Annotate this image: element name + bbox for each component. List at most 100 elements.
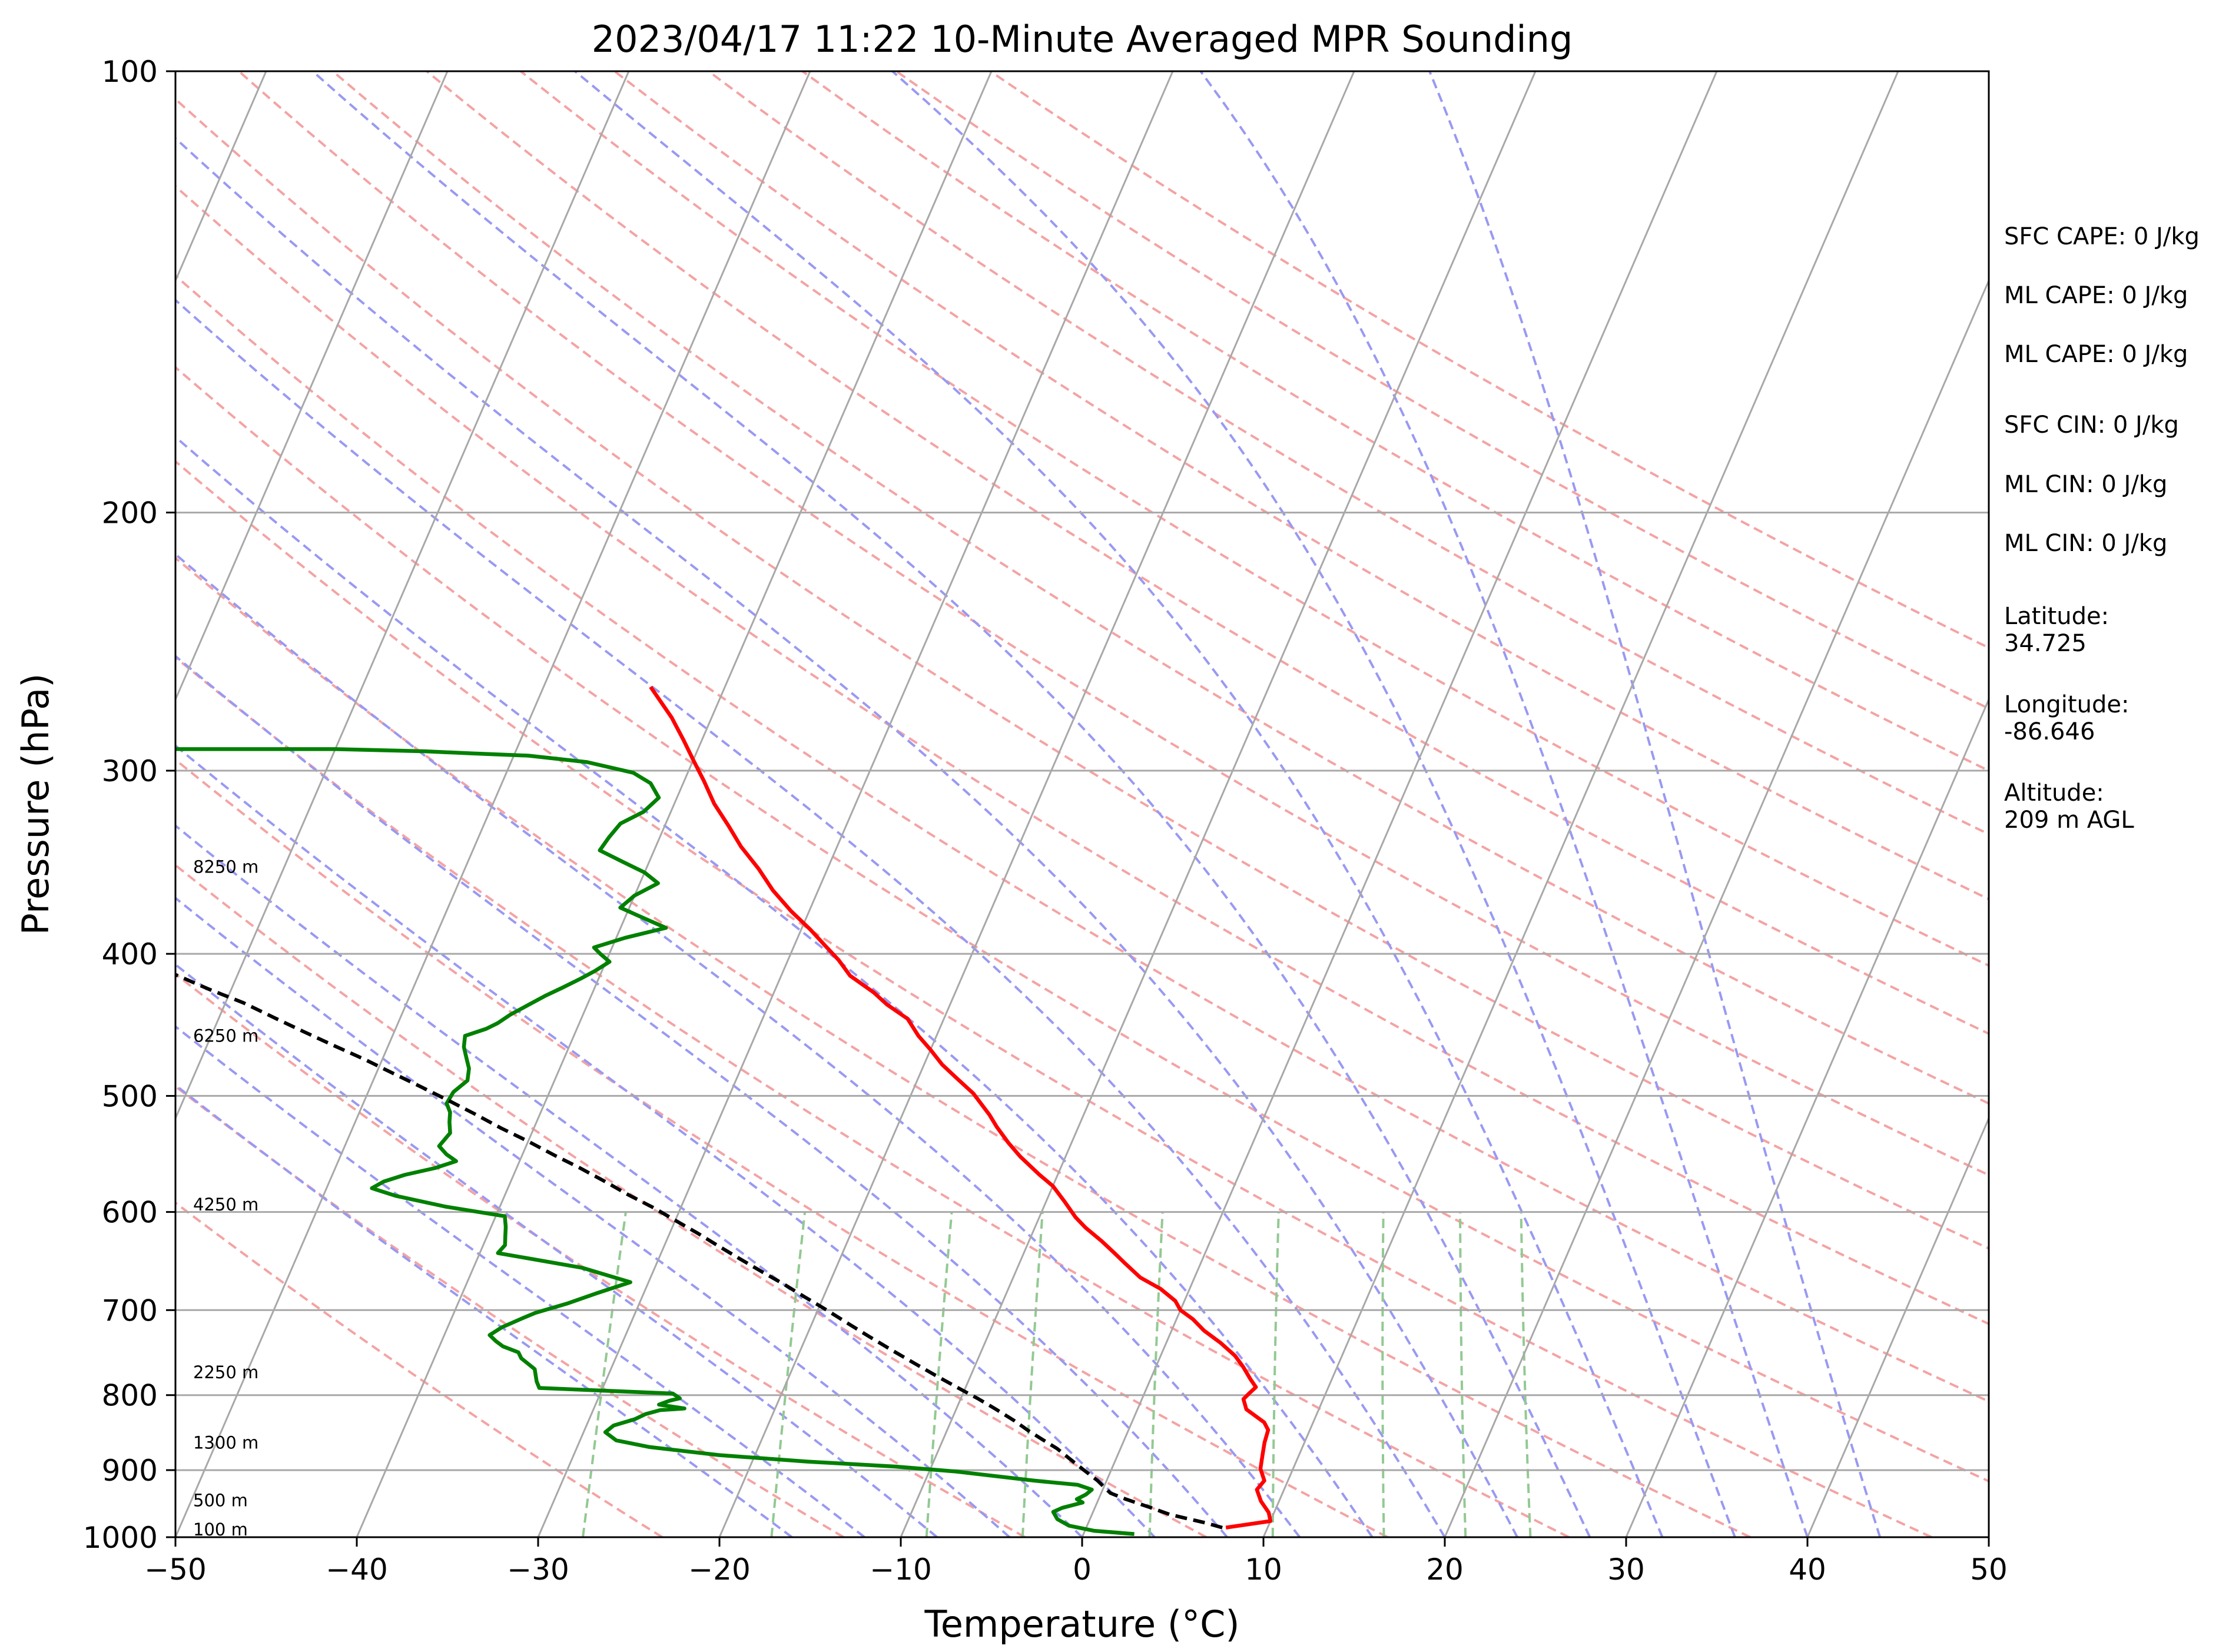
- height-label: 100 m: [193, 1520, 248, 1540]
- x-tick-label: 50: [1970, 1553, 2008, 1587]
- latitude-label: Latitude:: [2004, 603, 2109, 630]
- x-tick-label: −30: [507, 1553, 569, 1587]
- moist-adiabat: [311, 71, 1591, 1537]
- x-tick-label: 10: [1245, 1553, 1282, 1587]
- moist-adiabat: [175, 824, 1083, 1537]
- moist-adiabat: [175, 137, 1518, 1537]
- isotherm: [1081, 71, 1718, 1537]
- mixing-ratio-line: [1271, 1212, 1280, 1537]
- dry-adiabat: [175, 1201, 664, 1537]
- moist-adiabat: [175, 435, 1374, 1537]
- y-tick-label: 300: [102, 754, 158, 788]
- x-tick-label: −50: [144, 1553, 207, 1587]
- moist-adiabat: [175, 654, 1228, 1537]
- moist-adiabat: [574, 71, 1664, 1537]
- sfc-cape-stat: SFC CAPE: 0 J/kg: [2004, 223, 2200, 250]
- moist-adiabat: [1199, 71, 1809, 1537]
- dry-adiabat: [613, 71, 1989, 901]
- moist-adiabat: [175, 298, 1446, 1537]
- x-tick-label: 0: [1073, 1553, 1092, 1587]
- height-label: 4250 m: [193, 1195, 258, 1215]
- moist-adiabat: [175, 744, 1156, 1537]
- y-tick-label: 100: [102, 55, 158, 89]
- mixing-ratio-line: [1381, 1212, 1385, 1537]
- mixing-ratio-line: [925, 1212, 953, 1537]
- dry-adiabat: [175, 184, 1989, 1325]
- dry-adiabat: [331, 71, 1989, 1105]
- altitude-label: Altitude:: [2004, 779, 2104, 807]
- latitude-value: 34.725: [2004, 630, 2087, 657]
- moist-adiabat: [891, 71, 1736, 1537]
- mixing-ratio-line: [770, 1212, 807, 1537]
- x-axis-title: Temperature (°C): [924, 1603, 1239, 1646]
- chart-title: 2023/04/17 11:22 10-Minute Averaged MPR …: [592, 18, 1573, 61]
- moist-adiabat: [175, 963, 938, 1537]
- dry-adiabat: [175, 864, 1207, 1537]
- isotherm: [1262, 71, 1899, 1537]
- isotherm: [900, 71, 1537, 1537]
- y-tick-label: 400: [102, 937, 158, 971]
- dry-adiabat: [801, 71, 1989, 772]
- dry-adiabat: [175, 556, 1751, 1537]
- y-tick-label: 800: [102, 1379, 158, 1413]
- sounding-stats-panel: SFC CAPE: 0 J/kg ML CAPE: 0 J/kg ML CAPE…: [2004, 223, 2200, 834]
- isotherm: [175, 71, 811, 1537]
- dry-adiabat: [520, 71, 1989, 967]
- y-tick-label: 700: [102, 1293, 158, 1328]
- dry-adiabat: [175, 1084, 845, 1537]
- dry-adiabat: [175, 274, 1989, 1403]
- isotherm: [175, 71, 630, 1121]
- isotherm: [537, 71, 1174, 1537]
- dry-adiabat: [175, 656, 1570, 1537]
- isotherm: [175, 71, 449, 702]
- mixing-ratio-line: [1520, 1212, 1532, 1537]
- ml-cin-stat: ML CIN: 0 J/kg: [2004, 471, 2167, 498]
- height-label: 500 m: [193, 1491, 248, 1511]
- isotherm: [718, 71, 1355, 1537]
- x-tick-label: −20: [688, 1553, 751, 1587]
- longitude-value: -86.646: [2004, 718, 2095, 745]
- mixing-ratio-line: [1021, 1212, 1044, 1537]
- reference-lines: [175, 71, 1989, 1537]
- isotherm: [1444, 278, 1989, 1537]
- dry-adiabat: [175, 460, 1932, 1537]
- ml-cape-stat-2: ML CAPE: 0 J/kg: [2004, 341, 2188, 368]
- x-tick-label: 20: [1426, 1553, 1464, 1587]
- x-tick-label: −40: [326, 1553, 388, 1587]
- dry-adiabat: [238, 71, 1989, 1177]
- dry-adiabat: [175, 972, 1026, 1537]
- height-labels: 100 m 500 m 1300 m 2250 m 4250 m 6250 m 8250 m: [193, 857, 258, 1540]
- plot-frame: [174, 70, 1990, 1538]
- longitude-label: Longitude:: [2004, 691, 2129, 718]
- y-tick-label: 500: [102, 1079, 158, 1113]
- x-tick-label: 40: [1789, 1553, 1826, 1587]
- moist-adiabat: [175, 552, 1301, 1537]
- sounding-series-2: [175, 973, 1223, 1530]
- y-tick-label: 200: [102, 496, 158, 530]
- mixing-ratio-line: [1459, 1212, 1467, 1537]
- isotherm: [356, 71, 993, 1537]
- sfc-cin-stat: SFC CIN: 0 J/kg: [2004, 412, 2179, 439]
- isotherm: [1625, 697, 1989, 1537]
- x-tick-label: −10: [870, 1553, 932, 1587]
- axis-ticks: −50 −40 −30 −20 −10 0 10 20 30 40 50 100 200 300 400 50…: [83, 55, 2008, 1587]
- height-label: 1300 m: [193, 1432, 258, 1452]
- x-tick-label: 30: [1607, 1553, 1645, 1587]
- ml-cin-stat-2: ML CIN: 0 J/kg: [2004, 530, 2167, 557]
- dry-adiabat: [175, 758, 1388, 1537]
- sounding-traces: [175, 685, 1273, 1536]
- height-label: 6250 m: [193, 1026, 258, 1046]
- sounding-series-1: [175, 747, 1135, 1536]
- height-label: 8250 m: [193, 857, 258, 877]
- height-label: 2250 m: [193, 1362, 258, 1382]
- moist-adiabat: [1428, 71, 1882, 1537]
- sounding-series-0: [649, 685, 1273, 1530]
- altitude-value: 209 m AGL: [2004, 807, 2134, 834]
- dry-adiabat: [426, 71, 1989, 1035]
- y-tick-label: 600: [102, 1196, 158, 1230]
- dry-adiabat: [708, 71, 1989, 836]
- ml-cape-stat: ML CAPE: 0 J/kg: [2004, 282, 2188, 309]
- mixing-ratio-line: [582, 1212, 627, 1537]
- dry-adiabat: [175, 97, 1989, 1250]
